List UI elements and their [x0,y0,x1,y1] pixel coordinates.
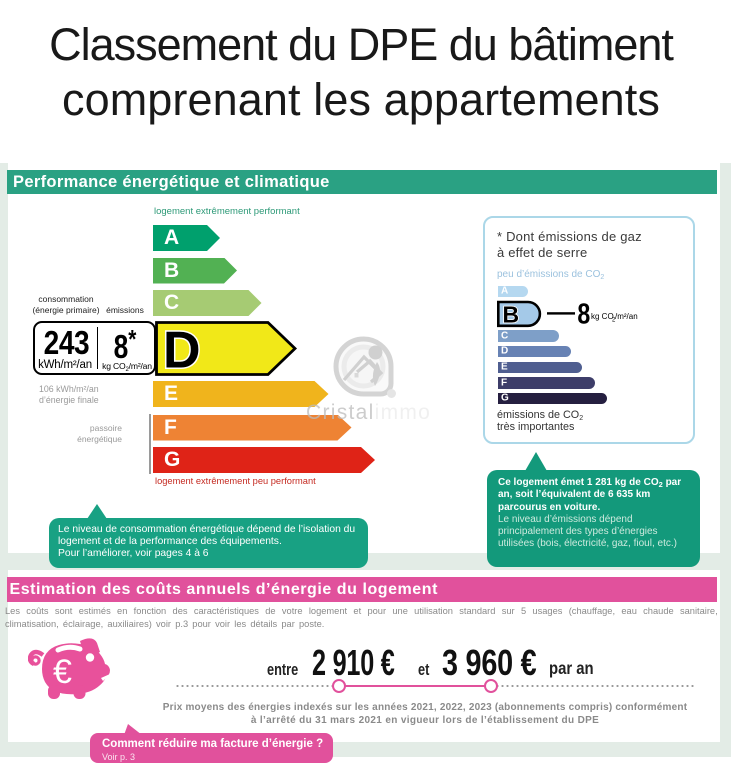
svg-text:kg CO: kg CO [591,312,614,321]
svg-text:B: B [503,302,520,328]
svg-text:/m²/an: /m²/an [615,312,638,321]
svg-text:8: 8 [577,298,590,330]
svg-text:2: 2 [612,318,616,324]
svg-text:D: D [163,322,201,377]
svg-text:€: € [53,653,72,691]
